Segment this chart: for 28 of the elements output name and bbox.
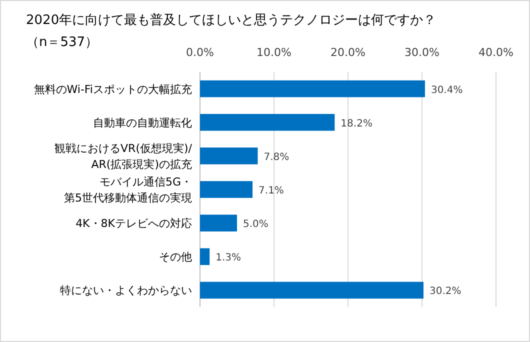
bar xyxy=(200,148,258,164)
data-label: 7.8% xyxy=(264,152,290,163)
subtitle: （n＝537） xyxy=(26,35,98,50)
y-tick-label: モバイル通信5G・第5世代移動体通信の実現 xyxy=(64,176,192,204)
y-tick-label: 無料のWi-Fiスポットの大幅拡充 xyxy=(34,82,192,96)
bar xyxy=(200,282,424,299)
y-tick-label: 4K・8Kテレビへの対応 xyxy=(76,217,192,230)
bar xyxy=(200,181,253,198)
y-tick-label: 自動車の自動運転化 xyxy=(93,116,192,130)
x-tick-label: 40.0% xyxy=(478,46,514,59)
title: 2020年に向けて最も普及してほしいと思うテクノロジーは何ですか？ xyxy=(26,13,436,28)
x-tick-label: 0.0% xyxy=(186,46,214,59)
bar xyxy=(200,214,237,232)
data-label: 18.2% xyxy=(340,118,372,130)
x-tick-label: 10.0% xyxy=(256,46,292,59)
y-tick-label: 特にない・よくわからない xyxy=(60,284,192,298)
x-tick-label: 30.0% xyxy=(404,46,440,59)
data-label: 30.4% xyxy=(430,84,463,96)
y-tick-label: 観戦におけるVR(仮想現実)/AR(拡張現実)の拡充 xyxy=(54,142,192,171)
bar xyxy=(200,80,425,98)
data-label: 5.0% xyxy=(243,219,268,230)
x-tick-label: 20.0% xyxy=(330,46,366,59)
y-tick-label: その他 xyxy=(159,250,192,264)
data-label: 30.2% xyxy=(429,286,462,298)
bar xyxy=(200,114,335,131)
bar xyxy=(200,248,210,266)
data-label: 7.1% xyxy=(258,186,284,196)
data-label: 1.3% xyxy=(216,252,242,264)
